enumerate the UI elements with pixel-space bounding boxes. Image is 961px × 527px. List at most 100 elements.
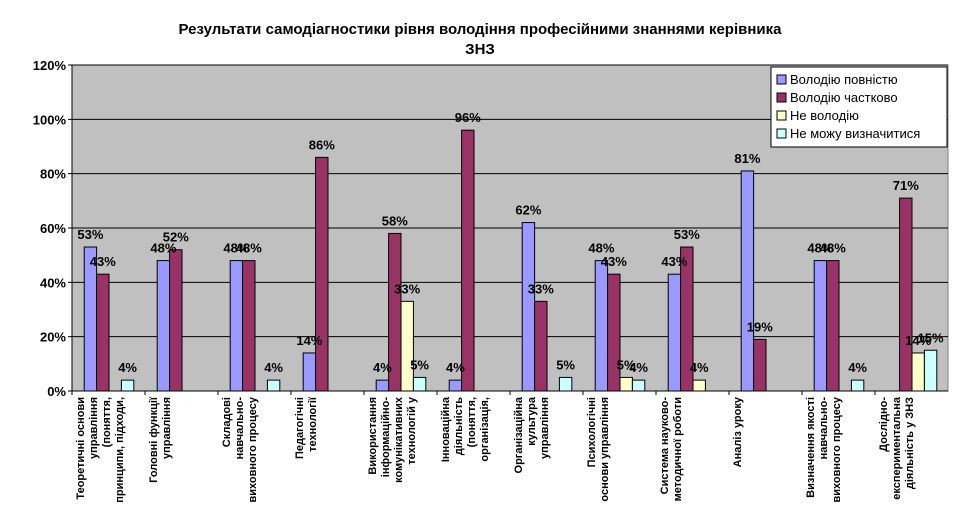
data-label: 48% <box>807 241 833 256</box>
data-label: 43% <box>661 254 687 269</box>
category-label: навчально- <box>234 397 246 460</box>
bar <box>631 379 646 392</box>
data-label: 48% <box>820 241 846 256</box>
category-label: Система науково- <box>659 397 671 495</box>
category-label: технологій у <box>406 396 418 465</box>
category-label: Головні функції <box>148 396 160 483</box>
data-label: 4% <box>118 360 137 375</box>
y-tick-label: 0% <box>47 384 66 399</box>
data-label: 4% <box>848 360 867 375</box>
legend-swatch <box>776 110 787 121</box>
legend-box <box>770 66 948 148</box>
data-label: 33% <box>528 281 554 296</box>
data-label: 4% <box>629 360 648 375</box>
data-label: 58% <box>382 213 408 228</box>
category-label: організація, <box>479 397 491 462</box>
y-tick-label: 100% <box>33 112 67 127</box>
bar <box>899 197 913 392</box>
bar <box>412 376 427 392</box>
data-label: 4% <box>690 360 709 375</box>
data-label: 4% <box>446 360 465 375</box>
data-label: 86% <box>309 137 335 152</box>
data-label: 4% <box>373 360 392 375</box>
category-label: культура <box>526 396 538 446</box>
data-label: 43% <box>90 254 116 269</box>
data-label: 14% <box>296 333 322 348</box>
legend-label: Володію частково <box>790 90 898 105</box>
data-labels: 53%43%4%48%52%48%48%4%14%86%4%58%33%5% 4%… <box>77 110 944 375</box>
y-axis-ticks: 0% 20% 40% 60% 80% 100% 120% <box>33 58 72 399</box>
data-label: 48% <box>588 241 614 256</box>
data-label: 15% <box>918 330 944 345</box>
category-label: технології <box>307 396 319 452</box>
category-label: навчально- <box>818 397 830 460</box>
bar <box>692 379 706 392</box>
bar <box>169 249 183 392</box>
data-label: 53% <box>674 227 700 242</box>
gridlines <box>72 64 948 338</box>
category-label: (поняття, <box>101 397 113 447</box>
bar <box>315 156 329 392</box>
data-label: 5% <box>410 357 429 372</box>
category-label: (поняття, <box>466 397 478 447</box>
y-tick-label: 60% <box>40 221 66 236</box>
bar <box>923 349 938 392</box>
category-label: експериментальна <box>891 396 903 500</box>
data-label: 81% <box>734 151 760 166</box>
data-label: 96% <box>455 110 481 125</box>
data-label: 48% <box>223 241 249 256</box>
y-tick-label: 120% <box>33 58 67 73</box>
bar <box>594 260 609 392</box>
bar <box>302 352 317 392</box>
chart-title-line-1: Результати самодіагностики рівня володін… <box>179 21 783 38</box>
data-label: 48% <box>236 241 262 256</box>
data-label: 4% <box>264 360 283 375</box>
category-label: діяльність у ЗНЗ <box>904 397 916 489</box>
category-label: інформаційно- <box>380 397 392 478</box>
bar <box>850 379 865 392</box>
category-label: Аналіз уроку <box>732 396 744 467</box>
bar <box>813 260 828 392</box>
legend-swatch <box>776 74 787 85</box>
y-tick-label: 80% <box>40 167 66 182</box>
category-label: Дослідно- <box>878 397 890 452</box>
data-label: 43% <box>601 254 627 269</box>
category-label: управління <box>88 397 100 459</box>
data-label: 71% <box>893 178 919 193</box>
category-label: управління <box>539 397 551 459</box>
legend: Володію повністю Володію частково Не волод… <box>770 66 948 148</box>
bar <box>534 300 548 392</box>
legend-swatch <box>776 128 787 139</box>
y-tick-label: 20% <box>40 330 66 345</box>
bar <box>740 170 755 392</box>
category-label: Організаційна <box>513 396 525 473</box>
category-label: принципи, підходи, <box>114 397 126 503</box>
bar <box>461 129 475 392</box>
data-label: 52% <box>163 230 189 245</box>
bar <box>400 300 414 392</box>
bar <box>448 379 463 392</box>
category-label: Теоретичні основи <box>75 397 87 500</box>
bar <box>911 352 925 392</box>
bar <box>558 376 573 392</box>
bar <box>753 338 767 392</box>
bar <box>521 222 536 392</box>
data-label: 14% <box>905 333 931 348</box>
category-label: комунікативних <box>393 396 405 483</box>
legend-label: Володію повністю <box>790 72 898 87</box>
data-label: 62% <box>515 203 541 218</box>
data-label: 19% <box>747 319 773 334</box>
legend-label: Не володію <box>790 108 859 123</box>
bar <box>607 273 621 392</box>
category-label: Визначення якості <box>805 397 817 498</box>
legend-label: Не можу визначитися <box>790 126 920 141</box>
bar <box>96 273 110 392</box>
bar <box>667 273 682 392</box>
category-label: методичної роботи <box>672 397 684 501</box>
bar <box>242 260 256 392</box>
data-label: 33% <box>394 281 420 296</box>
category-label: Складові <box>221 397 233 447</box>
data-label: 5% <box>617 357 636 372</box>
bar <box>120 379 135 392</box>
bar <box>375 379 390 392</box>
